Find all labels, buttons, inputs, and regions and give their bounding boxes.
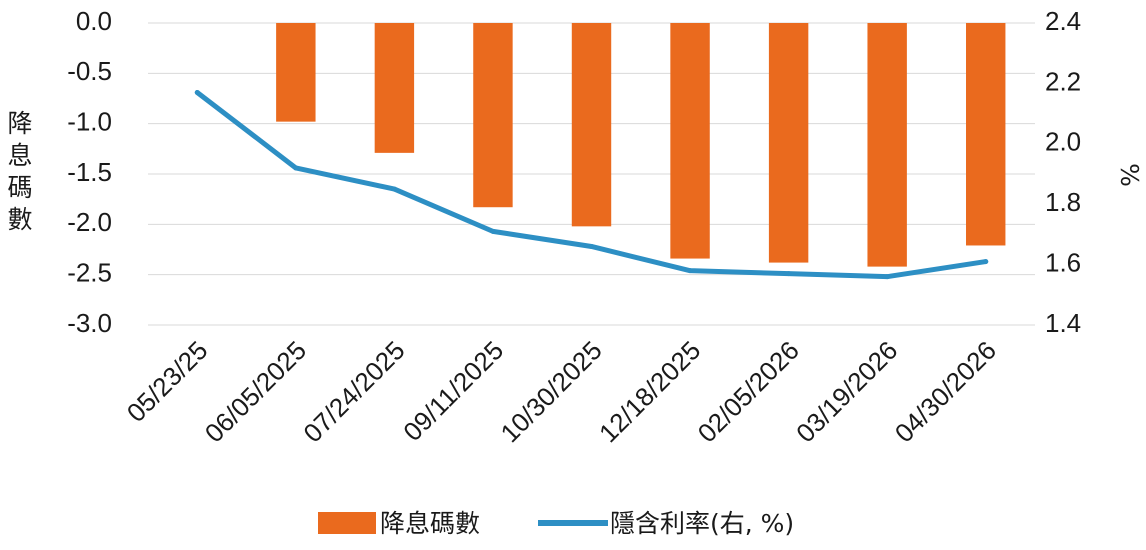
line-point [589,243,594,249]
bar [473,23,513,208]
bar [374,23,415,153]
line-point [293,165,299,171]
x-tick-label: 03/19/2026 [790,335,903,448]
bar [966,23,1006,246]
right-y-tick-label: 1.6 [1045,247,1081,277]
line-point [983,259,989,265]
right-y-axis: 2.4 2.2 2.0 1.8 1.6 1.4 [1045,6,1081,338]
legend: 降息碼數 隱含利率(右, %) [318,509,794,538]
bar [276,23,316,122]
left-y-axis-title: 降息碼數 [7,109,32,234]
x-tick-label: 07/24/2025 [297,335,410,448]
left-y-tick-label: -0.5 [67,56,112,86]
line-series [194,89,989,280]
line-point [194,89,200,95]
bar [670,23,710,259]
line-point [490,228,496,234]
left-y-tick-label: -3.0 [67,308,112,338]
left-y-tick-label: -2.5 [67,258,112,288]
x-tick-label: 04/30/2026 [889,335,1002,448]
x-tick-label: 02/05/2026 [692,335,805,448]
legend-line-label: 隱含利率(右, %) [610,509,794,538]
right-y-axis-title: % [1115,163,1144,187]
legend-bar-swatch [318,512,376,534]
line-point [391,186,397,192]
x-tick-label: 05/23/25 [121,335,214,428]
left-y-tick-label: -1.5 [67,157,112,187]
line-point [687,268,693,274]
line-point [884,274,890,280]
bar-series [276,23,1006,267]
left-y-axis: 0.0 -0.5 -1.0 -1.5 -2.0 -2.5 -3.0 [67,6,112,338]
legend-bar-label: 降息碼數 [380,509,480,538]
left-y-tick-label: -2.0 [67,207,112,237]
right-y-tick-label: 1.8 [1045,187,1081,217]
left-y-tick-label: 0.0 [76,6,112,36]
x-tick-label: 06/05/2025 [199,335,312,448]
x-tick-label: 10/30/2025 [495,335,608,448]
right-y-tick-label: 2.0 [1045,127,1081,157]
x-tick-label: 12/18/2025 [593,335,706,448]
bar [768,23,809,263]
right-y-tick-label: 1.4 [1045,308,1081,338]
right-y-tick-label: 2.4 [1045,6,1081,36]
line-point [786,271,792,277]
right-y-tick-label: 2.2 [1045,66,1081,96]
x-axis: 05/23/2506/05/202507/24/202509/11/202510… [121,335,1002,448]
bar [571,23,612,227]
left-y-tick-label: -1.0 [67,107,112,137]
x-tick-label: 09/11/2025 [397,335,509,447]
bar [867,23,907,267]
